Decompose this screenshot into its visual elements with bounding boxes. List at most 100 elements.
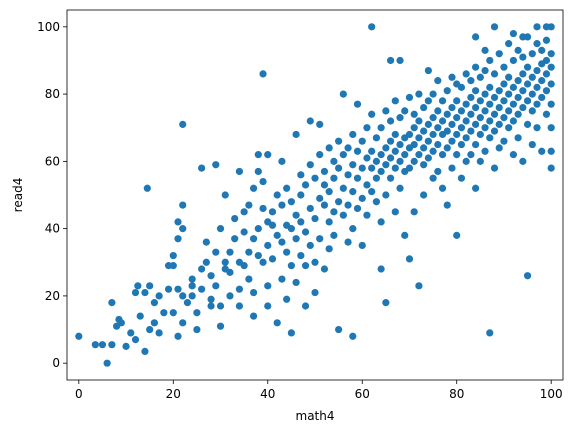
data-point (316, 194, 324, 202)
data-point (490, 70, 499, 78)
data-point (221, 191, 229, 199)
data-point (358, 164, 366, 172)
y-axis-label: read4 (11, 178, 25, 213)
data-point (339, 90, 347, 98)
data-point (528, 140, 536, 149)
data-point (420, 161, 428, 169)
data-point (547, 164, 555, 172)
data-point (495, 87, 503, 95)
data-point (396, 157, 404, 165)
data-point (429, 147, 437, 155)
data-point (467, 127, 475, 135)
data-point (316, 120, 324, 128)
data-point (453, 130, 461, 139)
data-point (476, 114, 484, 122)
data-point (216, 322, 225, 330)
data-point (443, 201, 451, 209)
data-point (198, 265, 206, 273)
data-point (467, 110, 475, 118)
data-point (476, 97, 484, 105)
data-point (301, 228, 310, 236)
data-point (103, 359, 111, 367)
data-point (160, 309, 168, 317)
data-point (533, 100, 541, 108)
data-point (287, 225, 295, 233)
data-point (495, 120, 503, 128)
data-point (429, 174, 437, 182)
data-point (377, 265, 385, 273)
data-point (363, 181, 371, 189)
x-axis-ticks: 0 20 40 60 80 100 (75, 380, 563, 401)
data-point (481, 90, 489, 98)
data-point (500, 114, 508, 122)
y-tick-label: 80 (45, 87, 60, 101)
data-point (420, 127, 428, 135)
data-point (401, 151, 409, 159)
data-point (377, 151, 385, 159)
data-point (462, 117, 470, 125)
data-point (297, 171, 305, 179)
data-point (335, 325, 343, 334)
data-point (405, 164, 414, 172)
data-point (410, 140, 418, 149)
data-point (382, 161, 390, 169)
data-point (462, 157, 470, 165)
data-point (301, 262, 310, 270)
y-axis-ticks: 0 20 40 60 80 100 (37, 20, 67, 370)
y-tick-label: 20 (45, 289, 60, 303)
data-point (542, 23, 551, 31)
data-point (273, 231, 281, 239)
data-point (292, 235, 300, 243)
data-point (448, 73, 456, 81)
data-point (462, 134, 470, 142)
data-point (538, 77, 546, 85)
data-point (486, 134, 494, 142)
data-point (174, 218, 182, 226)
data-point (424, 120, 432, 128)
data-point (448, 164, 456, 172)
data-point (292, 130, 300, 139)
data-point (434, 77, 442, 85)
data-point (382, 107, 390, 115)
data-point (453, 151, 461, 159)
data-point (410, 110, 418, 118)
data-point (467, 93, 475, 102)
data-point (410, 124, 418, 132)
data-point (150, 299, 158, 307)
data-point (245, 248, 253, 256)
data-point (481, 66, 489, 75)
data-point (249, 235, 258, 243)
data-point (169, 251, 177, 260)
data-point (344, 238, 352, 246)
data-point (505, 40, 513, 48)
data-point (155, 329, 163, 337)
data-point (533, 40, 541, 48)
data-point (146, 282, 154, 290)
data-point (198, 285, 206, 293)
data-point (505, 73, 513, 81)
data-point (349, 188, 357, 196)
data-point (358, 137, 366, 145)
data-point (490, 110, 499, 118)
data-point (481, 46, 489, 54)
data-point (509, 83, 517, 91)
data-point (377, 124, 385, 132)
data-point (226, 268, 234, 276)
data-point (297, 251, 305, 260)
data-point (231, 235, 239, 243)
data-point (316, 235, 324, 243)
data-point (542, 56, 551, 65)
y-tick-label: 100 (37, 20, 60, 34)
data-point (353, 174, 362, 182)
data-point (467, 151, 475, 159)
data-point (91, 341, 99, 349)
data-point (424, 66, 432, 75)
data-point (495, 103, 503, 112)
data-point (415, 282, 423, 290)
data-point (386, 174, 395, 182)
data-point (306, 117, 314, 125)
data-point (401, 107, 409, 115)
data-point (500, 137, 508, 145)
data-point (410, 208, 418, 216)
